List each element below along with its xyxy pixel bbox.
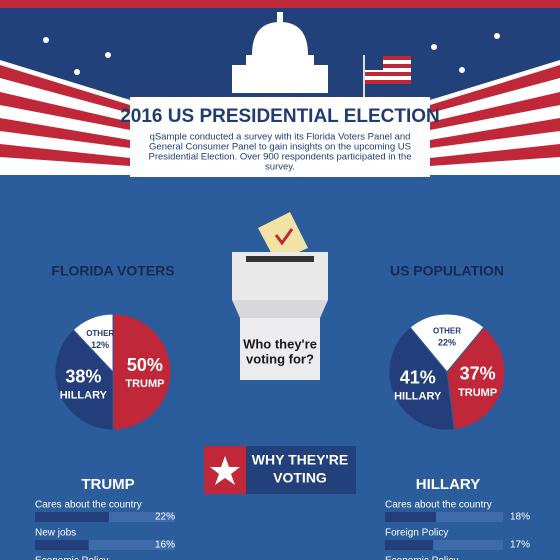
bar-category-label: Cares about the country: [385, 500, 492, 511]
pie-category-label: OTHER: [433, 326, 461, 335]
bar-category-label: Cares about the country: [35, 500, 142, 511]
bar-value-label: 22%: [155, 512, 175, 523]
ballot-text: Who they're: [243, 336, 317, 351]
pie-slice: [446, 326, 506, 431]
banner-star: [210, 456, 240, 485]
bar-track: [35, 540, 175, 550]
chart-title: FLORIDA VOTERS: [51, 263, 174, 279]
pie-value-label: 37%: [460, 364, 496, 384]
ballot-box: [232, 212, 328, 380]
pie-slice: [54, 329, 114, 431]
intro-text: qSample conducted a survey with its Flor…: [150, 132, 411, 143]
capitol: [232, 12, 328, 93]
bar-value-label: 17%: [510, 540, 530, 551]
bar-track: [385, 512, 503, 522]
chart-title: TRUMP: [81, 476, 134, 493]
title: 2016 US PRESIDENTIAL ELECTION: [120, 106, 440, 127]
pie-slice: [72, 313, 114, 374]
stripes-left: [0, 60, 130, 175]
title-box: [130, 97, 430, 177]
pie-value-label: 41%: [400, 367, 436, 387]
pie-category-label: TRUMP: [458, 387, 497, 399]
bar: [35, 512, 109, 522]
bar-track: [385, 540, 503, 550]
bar-category-label: New jobs: [35, 528, 76, 539]
pie-value-label: 38%: [65, 366, 101, 386]
ballot-text: voting for?: [246, 351, 314, 366]
banner: [246, 446, 356, 494]
pie-category-label: HILLARY: [60, 390, 108, 402]
intro-text: Presidential Election. Over 900 responde…: [149, 152, 412, 163]
bar-value-label: 18%: [510, 512, 530, 523]
stars: [43, 33, 500, 75]
bar-category-label: Economic Policy: [35, 556, 108, 560]
pie-value-label: 12%: [91, 340, 109, 350]
chart-title: HILLARY: [416, 476, 480, 493]
pie-value-label: 22%: [438, 338, 456, 348]
banner-text: WHY THEY'RE: [252, 452, 348, 468]
chart-title: US POPULATION: [390, 263, 504, 279]
bar-category-label: Economic Policy: [385, 556, 458, 560]
bar: [385, 512, 436, 522]
bar-category-label: Foreign Policy: [385, 528, 448, 539]
banner-text: VOTING: [273, 470, 327, 486]
bar: [35, 540, 89, 550]
pie-category-label: TRUMP: [125, 378, 164, 390]
pie-category-label: OTHER: [86, 329, 114, 338]
stripes-right: [430, 60, 560, 175]
bar-value-label: 16%: [155, 540, 175, 551]
pie-slice: [409, 313, 485, 373]
pie-slice: [112, 313, 172, 431]
pie-slice: [388, 326, 455, 431]
bar: [385, 540, 434, 550]
intro-text: General Consumer Panel to gain insights …: [149, 142, 411, 153]
pie-value-label: 50%: [127, 355, 163, 375]
flag: [363, 55, 411, 100]
pie-category-label: HILLARY: [394, 391, 442, 403]
intro-text: survey.: [265, 162, 295, 173]
top-stripe: [0, 0, 560, 8]
